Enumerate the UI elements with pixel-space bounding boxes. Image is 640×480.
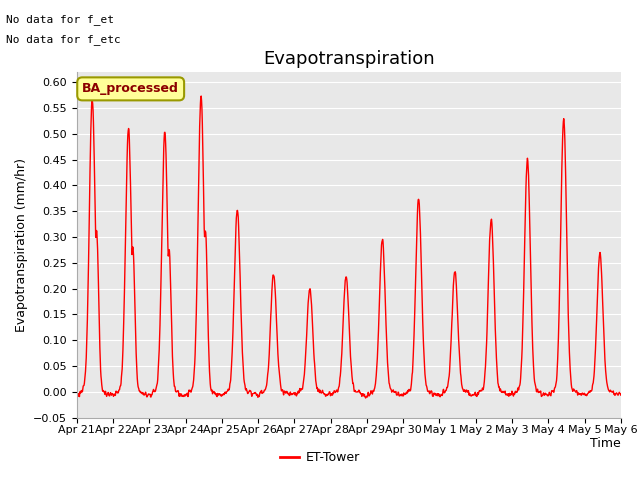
Text: Time: Time <box>590 437 621 450</box>
Text: BA_processed: BA_processed <box>82 83 179 96</box>
Title: Evapotranspiration: Evapotranspiration <box>263 49 435 68</box>
Text: No data for f_et: No data for f_et <box>6 14 115 25</box>
Y-axis label: Evapotranspiration (mm/hr): Evapotranspiration (mm/hr) <box>15 158 28 332</box>
Text: No data for f_etc: No data for f_etc <box>6 34 121 45</box>
Legend: ET-Tower: ET-Tower <box>275 446 365 469</box>
